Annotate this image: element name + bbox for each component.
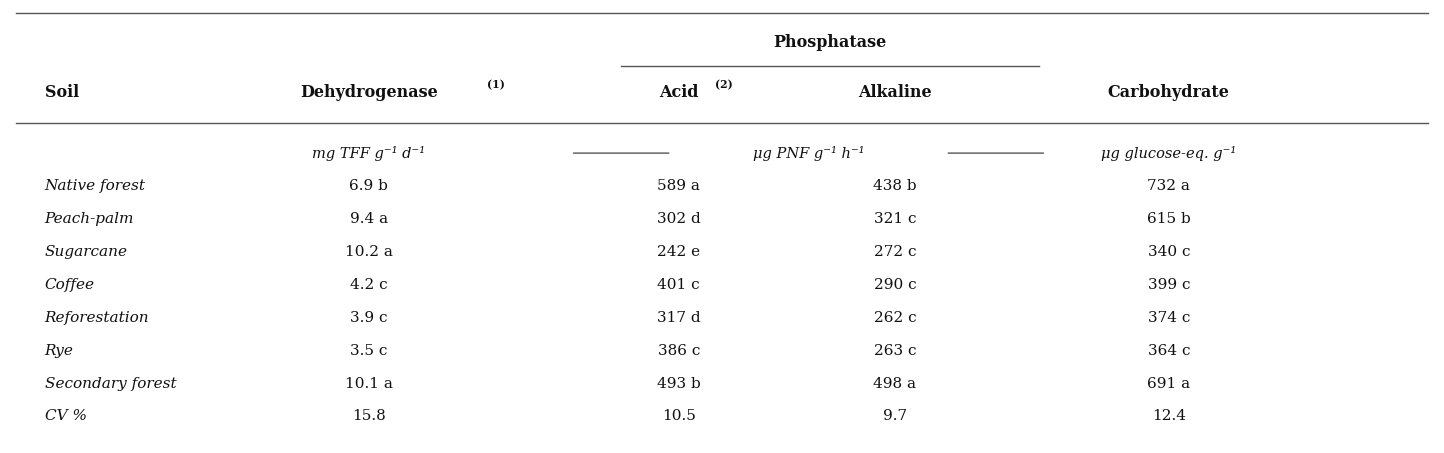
Text: 290 c: 290 c xyxy=(874,278,917,292)
Text: Coffee: Coffee xyxy=(45,278,95,292)
Text: mg TFF g⁻¹ d⁻¹: mg TFF g⁻¹ d⁻¹ xyxy=(312,145,426,161)
Text: 4.2 c: 4.2 c xyxy=(349,278,387,292)
Text: 321 c: 321 c xyxy=(874,212,915,226)
Text: μg glucose-eq. g⁻¹: μg glucose-eq. g⁻¹ xyxy=(1102,145,1236,161)
Text: (2): (2) xyxy=(715,79,732,91)
Text: Reforestation: Reforestation xyxy=(45,311,149,325)
Text: 12.4: 12.4 xyxy=(1152,410,1186,424)
Text: 3.5 c: 3.5 c xyxy=(351,344,387,357)
Text: 242 e: 242 e xyxy=(657,245,700,259)
Text: 399 c: 399 c xyxy=(1148,278,1190,292)
Text: (1): (1) xyxy=(487,79,505,91)
Text: 317 d: 317 d xyxy=(657,311,700,325)
Text: Dehydrogenase: Dehydrogenase xyxy=(300,85,438,101)
Text: 493 b: 493 b xyxy=(657,376,700,390)
Text: 15.8: 15.8 xyxy=(352,410,386,424)
Text: Acid: Acid xyxy=(658,85,699,101)
Text: 340 c: 340 c xyxy=(1148,245,1190,259)
Text: 589 a: 589 a xyxy=(657,179,700,193)
Text: Carbohydrate: Carbohydrate xyxy=(1108,85,1230,101)
Text: 10.5: 10.5 xyxy=(661,410,696,424)
Text: 3.9 c: 3.9 c xyxy=(349,311,387,325)
Text: 401 c: 401 c xyxy=(657,278,700,292)
Text: 498 a: 498 a xyxy=(874,376,917,390)
Text: 364 c: 364 c xyxy=(1148,344,1190,357)
Text: 262 c: 262 c xyxy=(874,311,917,325)
Text: Rye: Rye xyxy=(45,344,74,357)
Text: CV %: CV % xyxy=(45,410,87,424)
Text: Sugarcane: Sugarcane xyxy=(45,245,127,259)
Text: Soil: Soil xyxy=(45,85,79,101)
Text: μg PNF g⁻¹ h⁻¹: μg PNF g⁻¹ h⁻¹ xyxy=(752,145,864,161)
Text: 9.7: 9.7 xyxy=(882,410,907,424)
Text: 615 b: 615 b xyxy=(1147,212,1191,226)
Text: Phosphatase: Phosphatase xyxy=(774,34,887,51)
Text: 691 a: 691 a xyxy=(1147,376,1190,390)
Text: 272 c: 272 c xyxy=(874,245,915,259)
Text: 386 c: 386 c xyxy=(657,344,700,357)
Text: 10.1 a: 10.1 a xyxy=(345,376,393,390)
Text: 6.9 b: 6.9 b xyxy=(349,179,388,193)
Text: 438 b: 438 b xyxy=(874,179,917,193)
Text: 374 c: 374 c xyxy=(1148,311,1190,325)
Text: 9.4 a: 9.4 a xyxy=(349,212,388,226)
Text: Peach-palm: Peach-palm xyxy=(45,212,134,226)
Text: 302 d: 302 d xyxy=(657,212,700,226)
Text: 263 c: 263 c xyxy=(874,344,915,357)
Text: Secondary forest: Secondary forest xyxy=(45,376,176,390)
Text: Alkaline: Alkaline xyxy=(858,85,931,101)
Text: Native forest: Native forest xyxy=(45,179,146,193)
Text: 10.2 a: 10.2 a xyxy=(345,245,393,259)
Text: 732 a: 732 a xyxy=(1148,179,1190,193)
